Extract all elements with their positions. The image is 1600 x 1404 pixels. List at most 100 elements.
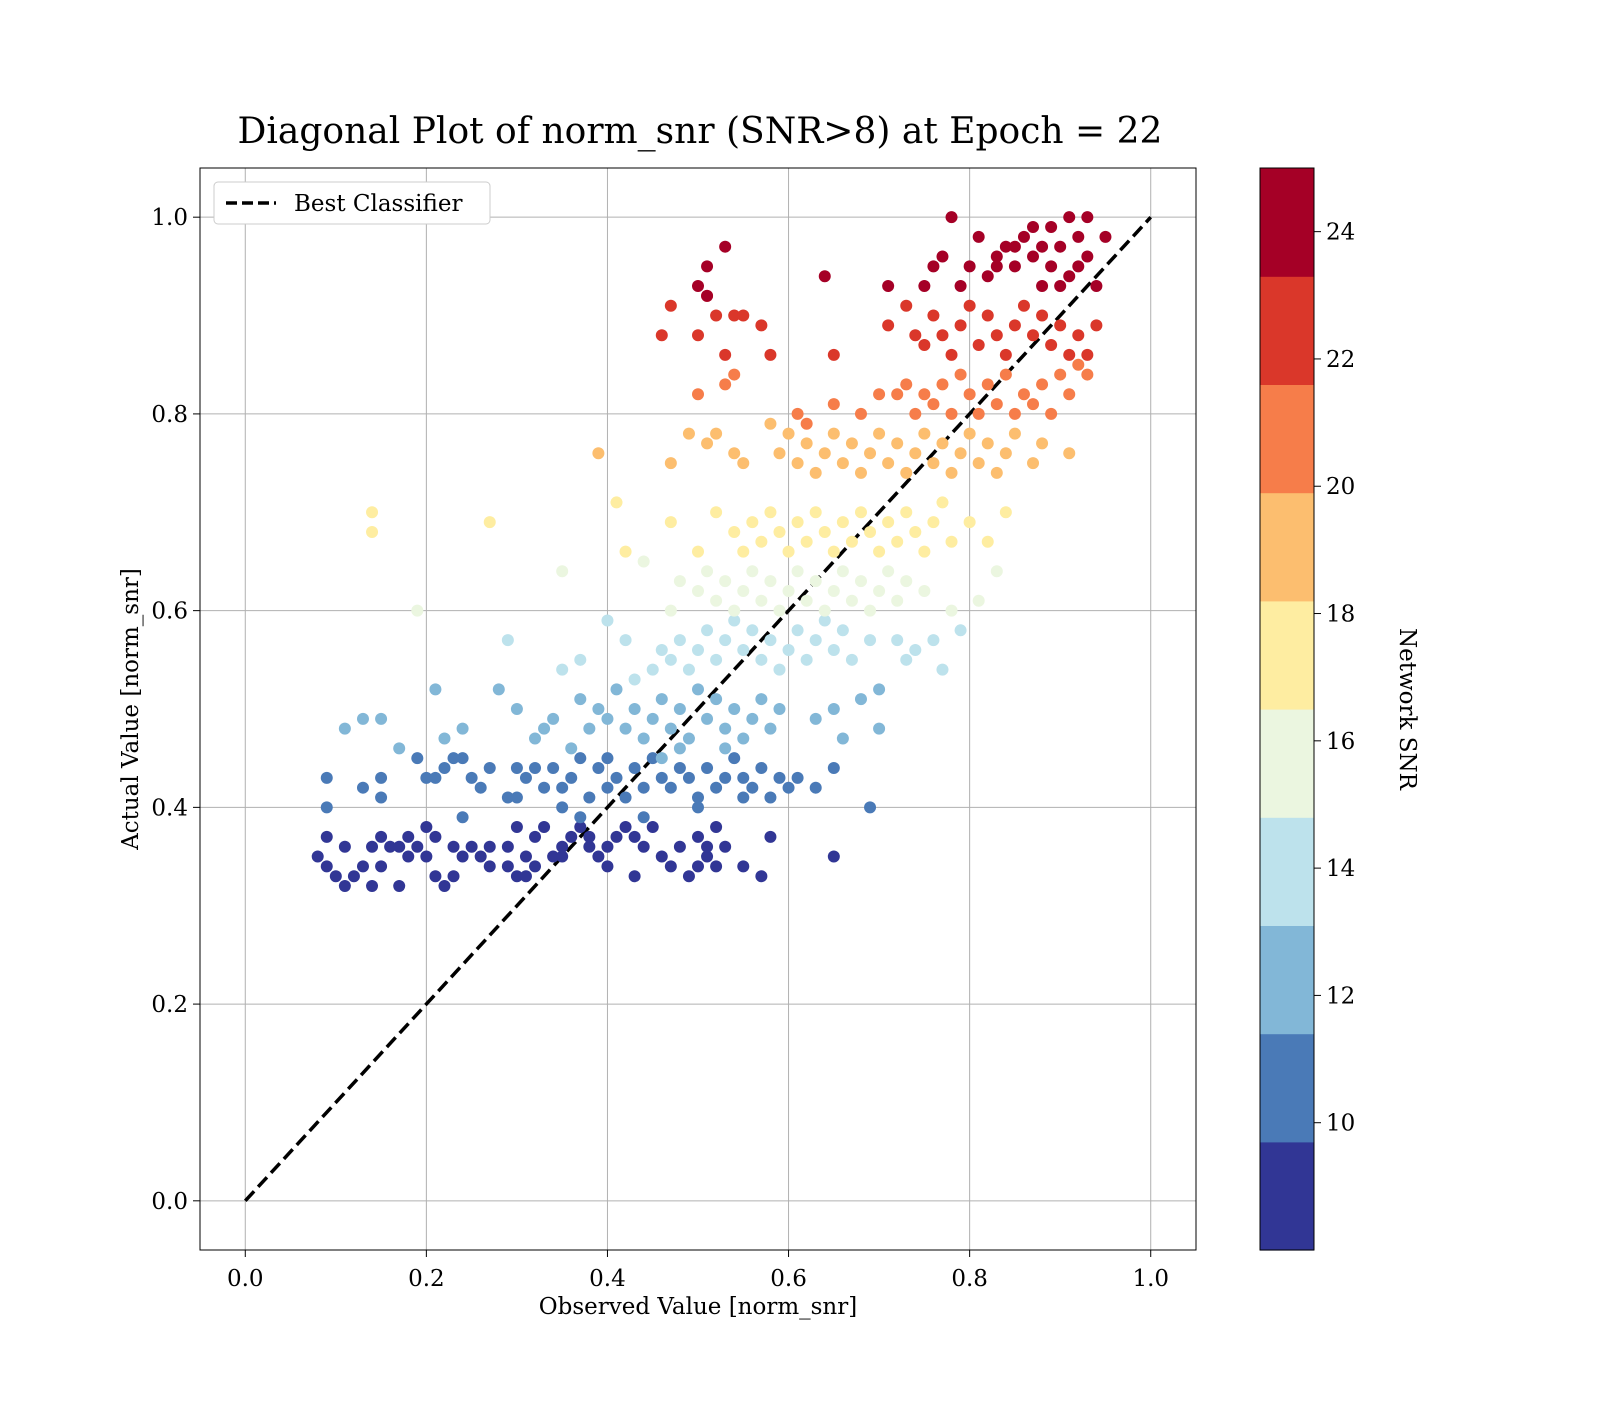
legend-box [213, 181, 491, 225]
data-point [320, 860, 333, 873]
data-point [501, 634, 514, 647]
data-point [981, 309, 994, 322]
data-point [474, 781, 487, 794]
data-point [782, 781, 795, 794]
data-point [845, 653, 858, 666]
data-point [637, 840, 650, 853]
data-point [945, 466, 958, 479]
data-point [474, 850, 487, 863]
data-point [1036, 280, 1049, 293]
y-axis-ticks: 0.0 0.2 0.4 0.6 0.8 1.0 [151, 205, 200, 1215]
data-point [909, 643, 922, 656]
data-point [999, 240, 1012, 253]
data-point [682, 427, 695, 440]
data-point [954, 624, 967, 637]
data-point [592, 703, 605, 715]
data-point [673, 703, 686, 715]
data-point [510, 870, 523, 883]
legend[interactable]: Best Classifier [213, 181, 491, 225]
data-point [882, 457, 895, 470]
legend-label-best-classifier: Best Classifier [294, 191, 462, 217]
data-point [356, 712, 369, 725]
data-point [728, 703, 741, 715]
data-point [338, 880, 351, 893]
data-point [519, 850, 532, 863]
data-point [719, 348, 732, 361]
data-point [320, 801, 333, 814]
data-point [664, 299, 677, 312]
data-point [782, 643, 795, 656]
data-point [755, 693, 768, 706]
data-point [655, 643, 668, 656]
x-tick-label: 0.6 [770, 1266, 807, 1292]
y-tick-label: 0.8 [151, 402, 188, 428]
data-point [918, 427, 931, 440]
data-point [1045, 407, 1058, 420]
data-point [918, 280, 931, 293]
data-point [601, 781, 614, 794]
data-point [746, 781, 759, 794]
data-point [728, 525, 741, 538]
data-point [710, 860, 723, 873]
data-point [637, 555, 650, 568]
y-tick-label: 0.0 [151, 1189, 188, 1215]
colorbar-tick-label: 12 [1326, 983, 1355, 1009]
data-point [746, 516, 759, 529]
data-point [1054, 319, 1067, 332]
data-point [800, 417, 813, 430]
data-point [1081, 250, 1094, 263]
data-point [438, 880, 451, 893]
data-point [809, 466, 822, 479]
data-point [737, 860, 750, 873]
data-point [601, 712, 614, 725]
data-point [682, 732, 695, 745]
data-point [1027, 457, 1040, 470]
data-point [447, 870, 460, 883]
data-point [574, 821, 587, 834]
data-point [773, 604, 786, 617]
data-point [628, 830, 641, 843]
colorbar-tick-label: 10 [1326, 1111, 1355, 1137]
data-point [338, 722, 351, 735]
data-point [519, 771, 532, 784]
data-point [673, 840, 686, 853]
scatter-points [311, 211, 1112, 893]
data-point [909, 329, 922, 342]
data-point [791, 565, 804, 578]
colorbar-segment [1260, 492, 1314, 602]
data-point [746, 565, 759, 578]
data-point [338, 840, 351, 853]
data-point [999, 447, 1012, 460]
data-point [927, 457, 940, 470]
data-point [529, 830, 542, 843]
data-point [999, 506, 1012, 519]
colorbar-tick-label: 22 [1326, 347, 1355, 373]
data-point [927, 634, 940, 647]
data-point [800, 653, 813, 666]
data-point [963, 516, 976, 529]
data-point [945, 535, 958, 548]
data-point [465, 771, 478, 784]
data-point [737, 309, 750, 322]
data-point [882, 280, 895, 293]
data-point [737, 771, 750, 784]
data-point [456, 850, 469, 863]
data-point [1081, 368, 1094, 381]
x-tick-label: 1.0 [1132, 1266, 1169, 1292]
data-point [619, 634, 632, 647]
data-point [891, 594, 904, 607]
data-point [827, 703, 840, 715]
data-point [737, 457, 750, 470]
data-point [999, 348, 1012, 361]
data-point [719, 575, 732, 588]
plot-frame [199, 167, 1197, 1251]
data-point [764, 417, 777, 430]
data-point [827, 643, 840, 656]
data-point [583, 830, 596, 843]
data-point [719, 634, 732, 647]
data-point [574, 693, 587, 706]
data-point [827, 584, 840, 597]
data-point [538, 722, 551, 735]
data-point [456, 752, 469, 765]
data-point [682, 663, 695, 676]
